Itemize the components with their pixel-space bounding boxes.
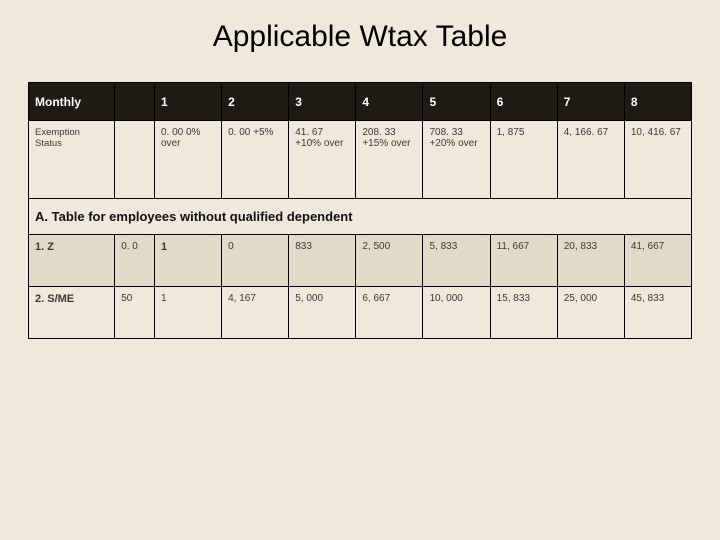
row-label: 2. S/ME (29, 287, 115, 339)
wtax-table: Monthly 1 2 3 4 5 6 7 8 Exemption Status… (28, 82, 692, 339)
cell: 11, 667 (490, 235, 557, 287)
cell: 6, 667 (356, 287, 423, 339)
hdr-blank (115, 83, 155, 121)
section-row: A. Table for employees without qualified… (29, 199, 692, 235)
hdr-4: 4 (356, 83, 423, 121)
table-row: 2. S/ME 50 1 4, 167 5, 000 6, 667 10, 00… (29, 287, 692, 339)
hdr-8: 8 (624, 83, 691, 121)
row-label: Exemption Status (29, 121, 115, 199)
cell: 5, 833 (423, 235, 490, 287)
hdr-3: 3 (289, 83, 356, 121)
cell: 208. 33 +15% over (356, 121, 423, 199)
cell: 0. 00 0% over (154, 121, 221, 199)
cell: 5, 000 (289, 287, 356, 339)
cell: 45, 833 (624, 287, 691, 339)
cell: 0 (222, 235, 289, 287)
table-header-row: Monthly 1 2 3 4 5 6 7 8 (29, 83, 692, 121)
hdr-1: 1 (154, 83, 221, 121)
hdr-6: 6 (490, 83, 557, 121)
cell: 4, 167 (222, 287, 289, 339)
cell: 10, 416. 67 (624, 121, 691, 199)
cell: 0. 00 +5% (222, 121, 289, 199)
section-label: A. Table for employees without qualified… (29, 199, 692, 235)
cell: 50 (115, 287, 155, 339)
cell: 4, 166. 67 (557, 121, 624, 199)
cell: 41, 667 (624, 235, 691, 287)
hdr-7: 7 (557, 83, 624, 121)
cell: 1 (154, 235, 221, 287)
cell: 2, 500 (356, 235, 423, 287)
table-row: Exemption Status 0. 00 0% over 0. 00 +5%… (29, 121, 692, 199)
hdr-monthly: Monthly (29, 83, 115, 121)
row-label: 1. Z (29, 235, 115, 287)
cell: 1, 875 (490, 121, 557, 199)
cell: 20, 833 (557, 235, 624, 287)
cell: 1 (154, 287, 221, 339)
cell: 10, 000 (423, 287, 490, 339)
cell: 833 (289, 235, 356, 287)
hdr-2: 2 (222, 83, 289, 121)
cell: 708. 33 +20% over (423, 121, 490, 199)
cell: 15, 833 (490, 287, 557, 339)
cell: 41. 67 +10% over (289, 121, 356, 199)
cell: 0. 0 (115, 235, 155, 287)
cell (115, 121, 155, 199)
hdr-5: 5 (423, 83, 490, 121)
table-row: 1. Z 0. 0 1 0 833 2, 500 5, 833 11, 667 … (29, 235, 692, 287)
cell: 25, 000 (557, 287, 624, 339)
page-title: Applicable Wtax Table (28, 20, 692, 54)
